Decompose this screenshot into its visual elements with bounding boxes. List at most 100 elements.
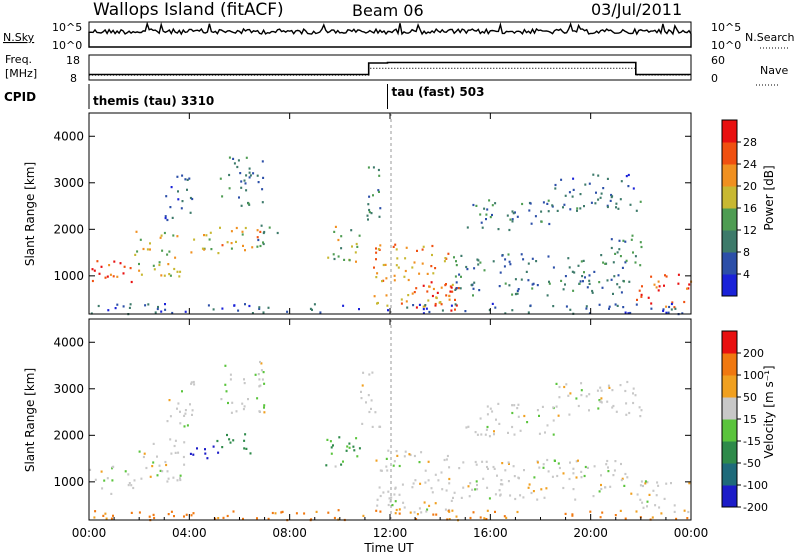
power-marks-cell	[624, 240, 627, 243]
vel-marks-cell	[128, 482, 131, 485]
power-marks-cell	[385, 294, 388, 297]
vel-marks-cell	[624, 389, 627, 393]
power-marks-cell	[627, 173, 630, 177]
power-marks-cell	[136, 250, 139, 253]
power-marks-cell	[481, 226, 484, 229]
vel-marks-cell	[562, 472, 565, 475]
vel-marks-cell	[609, 485, 612, 488]
vel-marks-cell	[475, 463, 478, 466]
vel-marks-cell	[164, 460, 167, 464]
vel-marks-cell	[274, 512, 277, 515]
vel-marks-cell	[562, 486, 565, 490]
power-marks-cell	[411, 292, 414, 295]
power-marks-cell	[156, 307, 159, 311]
power-marks-cell	[602, 187, 605, 190]
power-marks-cell	[624, 261, 627, 264]
power-marks-cell	[611, 195, 614, 198]
power-marks-cell	[235, 226, 238, 230]
vel-marks-cell	[423, 501, 426, 504]
vel-marks-cell	[612, 404, 615, 408]
power-marks-cell	[618, 248, 621, 251]
power-marks-cell	[478, 289, 481, 292]
vel-marks-cell	[415, 518, 418, 521]
power-marks-cell	[431, 253, 433, 257]
power-marks-cell	[248, 171, 251, 174]
vel-marks-cell	[588, 393, 591, 396]
vel-marks-cell	[501, 483, 504, 486]
vel-marks-cell	[342, 460, 344, 463]
vel-marks-cell	[329, 440, 332, 443]
vel-marks-cell	[522, 496, 525, 499]
power-marks-cell	[546, 294, 549, 297]
vel-marks-cell	[392, 464, 395, 467]
power-marks-cell	[560, 178, 563, 181]
vel-marks-cell	[370, 399, 373, 402]
power-marks-cell	[267, 306, 270, 309]
power-marks-cell	[205, 234, 208, 237]
vel-marks-cell	[190, 382, 193, 385]
power-marks-cell	[600, 254, 603, 257]
vel-marks-cell	[110, 517, 113, 520]
vel-marks-cell	[424, 469, 427, 472]
vel-marks-cell	[169, 438, 172, 441]
vel-marks-cell	[467, 485, 470, 488]
vel-marks-cell	[541, 405, 544, 408]
vel-marks-cell	[228, 438, 231, 441]
power-marks-cell	[372, 194, 374, 197]
vel-marks-cell	[648, 493, 651, 496]
vel-marks-cell	[112, 465, 115, 468]
vel-marks-cell	[420, 451, 423, 454]
y-tick-label: 1000	[53, 269, 84, 283]
power-marks-cell	[184, 178, 187, 181]
power-marks-cell	[598, 281, 601, 284]
vel-marks-cell	[444, 508, 447, 511]
power-marks-cell	[138, 269, 141, 272]
power-marks-cell	[422, 308, 425, 311]
power-marks-cell	[618, 239, 621, 242]
power-marks-cell	[618, 286, 621, 289]
vel-marks-cell	[504, 469, 507, 472]
power-marks-cell	[382, 279, 385, 282]
vel-marks-cell	[151, 465, 154, 468]
vel-marks-cell	[546, 458, 549, 462]
power-marks-cell	[572, 177, 575, 180]
vel-marks-cell	[229, 441, 232, 444]
vel-marks-cell	[166, 470, 169, 473]
power-marks-cell	[252, 172, 255, 175]
vel-marks-cell	[646, 500, 649, 503]
power-marks-cell	[413, 261, 416, 264]
vel-marks-cell	[391, 504, 394, 507]
vel-marks-cell	[222, 516, 225, 519]
power-marks-cell	[163, 274, 166, 277]
power-marks-cell	[248, 167, 251, 170]
power-marks-cell	[158, 261, 161, 264]
colorbar-tick-label: -50	[743, 457, 761, 470]
power-marks-cell	[378, 174, 381, 177]
vel-marks-cell	[474, 460, 477, 464]
power-marks-cell	[256, 236, 259, 239]
power-marks-cell	[366, 214, 369, 217]
power-marks-cell	[176, 235, 179, 238]
y-tick-label: 3000	[53, 382, 84, 396]
power-marks-cell	[548, 280, 550, 283]
power-marks-cell	[516, 292, 519, 295]
vel-marks-cell	[360, 390, 362, 393]
power-marks-cell	[152, 264, 155, 267]
vel-marks-cell	[584, 465, 587, 469]
vel-marks-cell	[295, 512, 298, 515]
vel-marks-cell	[111, 479, 114, 482]
vel-marks-cell	[220, 398, 223, 401]
power-marks-cell	[614, 252, 617, 255]
power-marks-cell	[629, 311, 632, 315]
vel-marks-cell	[94, 510, 97, 513]
power-marks-cell	[235, 240, 237, 243]
vel-marks-cell	[469, 482, 472, 485]
vel-marks-cell	[557, 462, 560, 465]
y-tick-label: 4000	[53, 129, 84, 143]
vel-marks-cell	[507, 431, 509, 434]
power-marks-cell	[622, 306, 625, 309]
power-marks-cell	[565, 305, 568, 308]
vel-marks-cell	[462, 461, 465, 464]
vel-marks-cell	[553, 459, 556, 462]
power-marks-cell	[604, 262, 607, 265]
